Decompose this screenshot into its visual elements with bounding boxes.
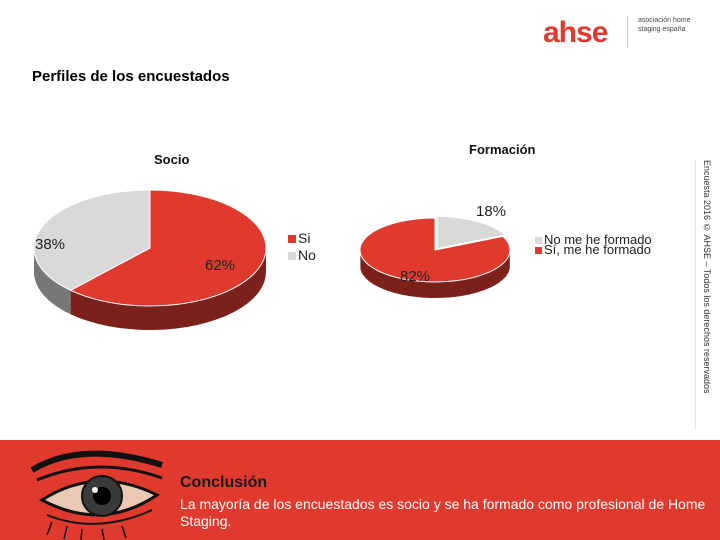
slice-no bbox=[33, 189, 151, 291]
divider-line bbox=[695, 160, 696, 430]
data-label-si: 62% bbox=[205, 257, 235, 274]
slice-side-si bbox=[70, 247, 266, 330]
data-label-no-me-he-formado: 18% bbox=[476, 203, 506, 220]
pie-chart-socio: 62% 38% bbox=[33, 189, 267, 330]
legend-item-si-formado: Sí, me he formado bbox=[535, 242, 652, 257]
legend-item-no: No bbox=[288, 247, 316, 264]
conclusion-panel: Conclusión La mayoría de los encuestados… bbox=[0, 440, 720, 540]
slice-si bbox=[69, 189, 267, 307]
legend-socio: Si No bbox=[288, 230, 316, 264]
chart-title-socio: Socio bbox=[154, 152, 190, 167]
slice-no-me-he-formado bbox=[436, 216, 507, 250]
data-label-s-me-he-formado: 82% bbox=[400, 268, 430, 285]
pie-chart-formacion: 18% 82% bbox=[359, 203, 511, 298]
conclusion-text: La mayoría de los encuestados es socio y… bbox=[180, 496, 706, 529]
logo-text: ahse bbox=[543, 16, 608, 49]
legend-label-si: Si bbox=[298, 230, 311, 246]
data-label-no: 38% bbox=[35, 236, 65, 253]
slice-side-no bbox=[34, 246, 71, 315]
chart-title-formacion: Formación bbox=[469, 142, 536, 157]
copyright-note: Encuesta 2016 © AHSE – Todos los derecho… bbox=[702, 160, 712, 394]
logo-subtitle: asociación home staging españa bbox=[638, 17, 691, 33]
eye-illustration-icon bbox=[30, 450, 163, 540]
legend-label-no: No bbox=[298, 247, 316, 263]
legend-label-no-formado: No me he formado bbox=[544, 232, 652, 247]
slice-side-s-me-he-formado bbox=[360, 252, 510, 298]
legend-item-no-formado: No me he formado bbox=[535, 232, 652, 247]
legend-label-si-formado: Sí, me he formado bbox=[544, 242, 651, 257]
pie-charts: 62% 38% 18% 82% bbox=[33, 189, 511, 330]
legend-formacion: No me he formado Sí, me he formado bbox=[535, 232, 652, 257]
page-title: Perfiles de los encuestados bbox=[32, 68, 230, 85]
ahse-logo: ahse asociación home staging españa bbox=[533, 12, 713, 52]
conclusion-title: Conclusión bbox=[180, 474, 268, 491]
legend-item-si: Si bbox=[288, 230, 316, 247]
slice-s-me-he-formado bbox=[359, 217, 511, 283]
